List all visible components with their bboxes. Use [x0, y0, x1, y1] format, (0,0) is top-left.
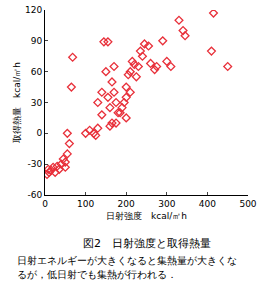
svg-text:0: 0 [36, 128, 42, 138]
svg-text:100: 100 [77, 199, 94, 209]
svg-text:120: 120 [25, 5, 42, 15]
svg-text:日射エネルギーが大きくなると集熱量が大きくな: 日射エネルギーが大きくなると集熱量が大きくな [17, 255, 237, 266]
svg-text:90: 90 [31, 36, 43, 46]
svg-text:500: 500 [239, 199, 256, 209]
svg-text:るが，低日射でも集熱が行われる．: るが，低日射でも集熱が行われる． [17, 269, 177, 280]
svg-text:30: 30 [31, 98, 43, 108]
svg-text:60: 60 [31, 67, 43, 77]
svg-text:300: 300 [158, 199, 175, 209]
svg-text:-30: -30 [27, 159, 42, 169]
svg-text:取得熱量 kcal/㎡h: 取得熱量 kcal/㎡h [12, 62, 22, 143]
svg-text:-60: -60 [27, 190, 42, 200]
svg-text:400: 400 [199, 199, 216, 209]
svg-text:0: 0 [42, 199, 48, 209]
svg-text:図2 日射強度と取得熱量: 図2 日射強度と取得熱量 [83, 237, 211, 250]
svg-text:日射強度 kcal/㎡h: 日射強度 kcal/㎡h [106, 211, 187, 221]
svg-text:200: 200 [118, 199, 135, 209]
